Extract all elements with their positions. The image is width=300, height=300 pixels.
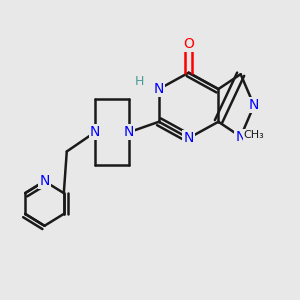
Text: N: N [124, 125, 134, 139]
Text: N: N [184, 131, 194, 145]
Text: O: O [183, 38, 194, 52]
Text: N: N [39, 174, 50, 188]
Text: N: N [236, 130, 246, 144]
Text: N: N [249, 98, 259, 112]
Text: H: H [135, 75, 144, 88]
Text: N: N [154, 82, 164, 96]
Text: CH₃: CH₃ [244, 130, 264, 140]
Text: N: N [90, 125, 100, 139]
